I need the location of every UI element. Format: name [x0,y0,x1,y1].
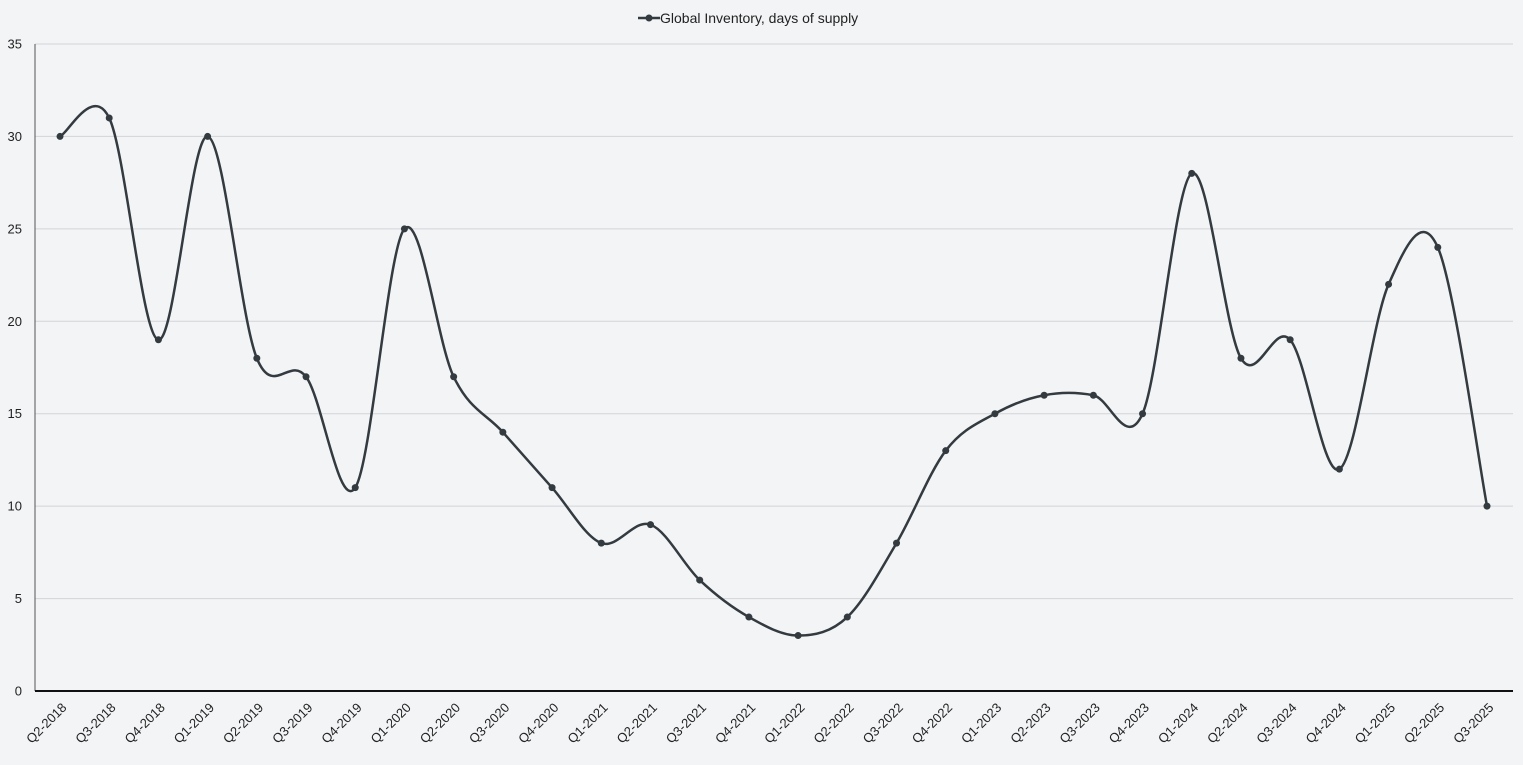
data-point[interactable] [646,521,654,529]
data-point[interactable] [991,410,999,418]
data-point[interactable] [893,539,901,547]
y-tick-label: 35 [8,37,22,52]
y-tick-label: 10 [8,499,22,514]
data-point[interactable] [351,484,359,492]
series-line [58,104,1489,637]
data-point[interactable] [1483,502,1491,510]
data-point[interactable] [302,373,310,381]
x-tick-label: Q3-2024 [1253,700,1299,746]
x-tick-label: Q1-2024 [1155,700,1201,746]
x-tick-label: Q3-2025 [1450,700,1496,746]
x-tick-label: Q1-2023 [958,700,1004,746]
x-tick-label: Q3-2019 [269,700,315,746]
series-group [56,104,1491,640]
x-tick-label: Q3-2020 [466,700,512,746]
x-tick-label: Q4-2024 [1302,700,1348,746]
x-tick-label: Q3-2022 [860,700,906,746]
y-tick-label: 20 [8,314,22,329]
data-point[interactable] [1434,243,1442,251]
y-tick-label: 0 [15,684,22,699]
data-point[interactable] [253,354,261,362]
y-tick-labels: 0 5 10 15 20 25 30 35 [8,37,22,699]
data-point[interactable] [745,613,753,621]
legend-label: Global Inventory, days of supply [660,10,858,26]
y-tick-label: 5 [15,591,22,606]
data-point[interactable] [1335,465,1343,473]
data-point[interactable] [794,632,802,640]
data-point[interactable] [696,576,704,584]
axes [34,44,1513,692]
data-point[interactable] [1040,391,1048,399]
data-point[interactable] [1237,354,1245,362]
data-point[interactable] [450,373,458,381]
data-point[interactable] [597,539,605,547]
x-tick-label: Q2-2018 [23,700,69,746]
x-tick-label: Q1-2020 [368,700,414,746]
x-tick-label: Q4-2020 [515,700,561,746]
data-point[interactable] [843,613,851,621]
x-tick-label: Q4-2019 [318,700,364,746]
x-tick-label: Q2-2021 [614,700,660,746]
x-tick-label: Q2-2022 [810,700,856,746]
legend[interactable]: Global Inventory, days of supply [638,10,858,26]
y-tick-label: 30 [8,129,22,144]
data-point[interactable] [154,336,162,344]
y-tick-label: 25 [8,221,22,236]
x-tick-label: Q4-2023 [1106,700,1152,746]
x-tick-label: Q1-2019 [171,700,217,746]
x-tick-label: Q2-2020 [417,700,463,746]
y-tick-label: 15 [8,406,22,421]
x-tick-label: Q2-2024 [1204,700,1250,746]
data-point[interactable] [1385,280,1393,288]
x-tick-label: Q3-2018 [72,700,118,746]
data-point[interactable] [204,132,212,140]
data-point[interactable] [56,132,64,140]
data-point[interactable] [1286,336,1294,344]
data-point[interactable] [105,114,113,122]
x-tick-labels: Q2-2018 Q3-2018 Q4-2018 Q1-2019 Q2-2019 Q3-20… [23,700,1496,746]
x-tick-label: Q1-2025 [1352,700,1398,746]
gridlines [35,43,1513,600]
x-tick-label: Q4-2018 [122,700,168,746]
x-tick-label: Q3-2023 [1056,700,1102,746]
data-point[interactable] [1139,410,1147,418]
data-point[interactable] [400,225,408,233]
legend-dot-marker [645,14,653,22]
x-tick-label: Q1-2021 [564,700,610,746]
data-point[interactable] [548,484,556,492]
data-point[interactable] [942,447,950,455]
data-point[interactable] [499,428,507,436]
x-tick-label: Q4-2022 [909,700,955,746]
x-tick-label: Q4-2021 [712,700,758,746]
x-tick-label: Q1-2022 [761,700,807,746]
data-point[interactable] [1188,169,1196,177]
x-tick-label: Q2-2023 [1007,700,1053,746]
x-tick-label: Q2-2025 [1401,700,1447,746]
x-tick-label: Q2-2019 [220,700,266,746]
x-tick-label: Q3-2021 [663,700,709,746]
data-point[interactable] [1089,391,1097,399]
